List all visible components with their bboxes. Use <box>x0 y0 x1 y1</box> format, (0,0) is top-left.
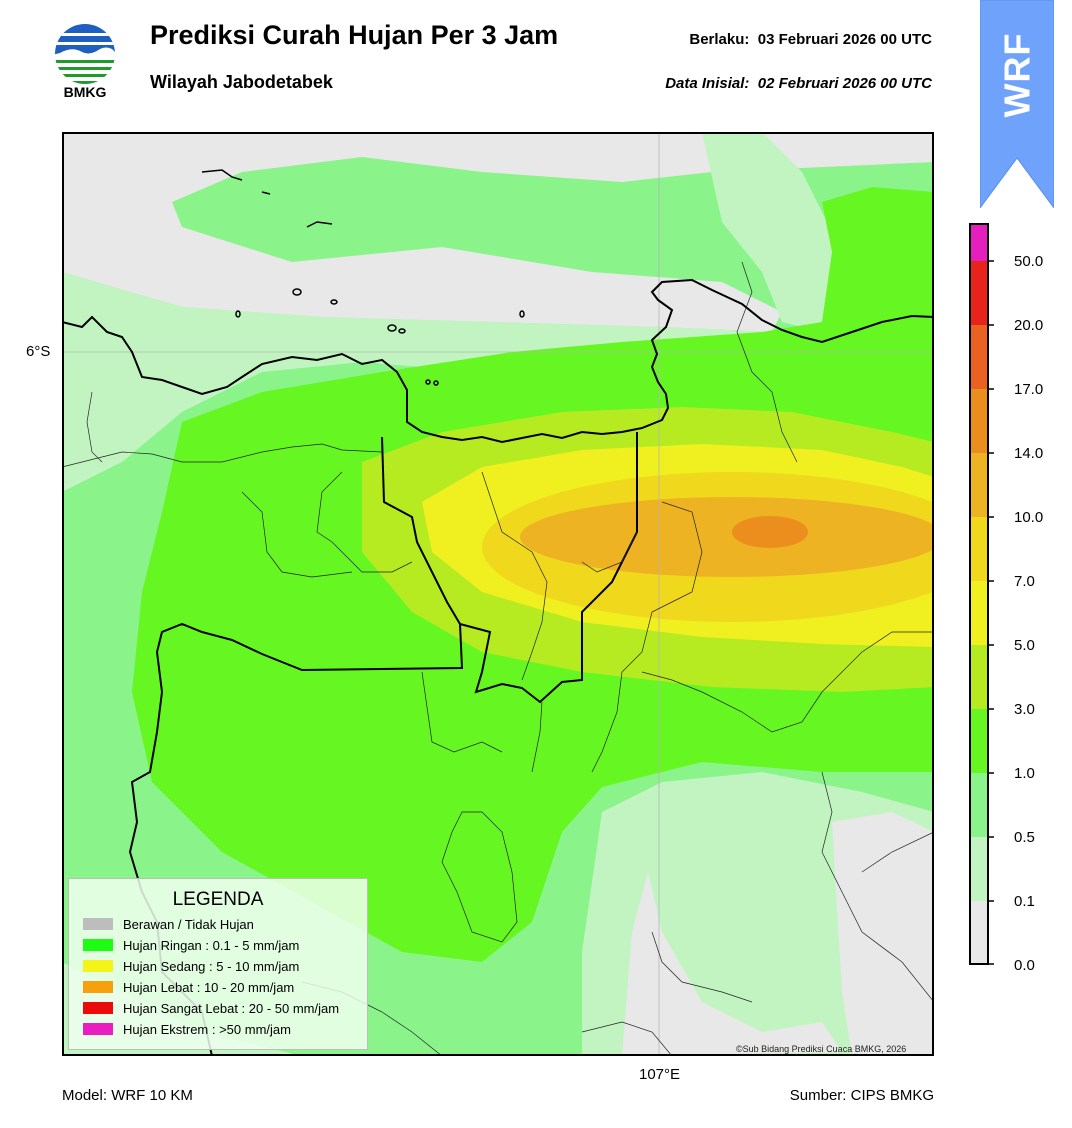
rain-zone-10p0 <box>520 497 934 577</box>
legend-item-label: Hujan Sedang : 5 - 10 mm/jam <box>123 958 300 974</box>
legend-title: LEGENDA <box>172 889 264 910</box>
page-subtitle: Wilayah Jabodetabek <box>150 72 333 92</box>
colorbar-label: 3.0 <box>1014 701 1035 718</box>
bmkg-logo-icon <box>55 24 115 84</box>
legend-item-label: Hujan Ekstrem : >50 mm/jam <box>123 1021 291 1037</box>
regency-boundaries <box>62 261 934 1056</box>
coastline <box>62 278 934 444</box>
colorbar-label: 0.5 <box>1014 829 1035 846</box>
colorbar-segment <box>971 901 987 964</box>
colorbar-label: 5.0 <box>1014 637 1035 654</box>
rainfall-map <box>62 132 934 1056</box>
colorbar-label: 0.0 <box>1014 957 1035 974</box>
legend-item-label: Hujan Sangat Lebat : 20 - 50 mm/jam <box>123 1000 340 1016</box>
model-info: Model: WRF 10 KM <box>62 1087 193 1104</box>
no-rain-zone <box>62 132 934 332</box>
colorbar-segment <box>971 837 987 901</box>
colorbar-label: 10.0 <box>1014 509 1044 526</box>
colorbar-label: 0.1 <box>1014 893 1035 910</box>
copyright-text: ©Sub Bidang Prediksi Cuaca BMKG, 2026 <box>736 1044 907 1054</box>
wrf-badge-label: WRF <box>996 32 1037 118</box>
init-label: Data Inisial: <box>665 75 750 92</box>
islands <box>201 169 525 386</box>
valid-time: Berlaku: 03 Februari 2026 00 UTC <box>689 31 932 48</box>
longitude-label: 107°E <box>639 1066 681 1083</box>
init-time: Data Inisial: 02 Februari 2026 00 UTC <box>665 75 932 92</box>
valid-label: Berlaku: <box>689 31 750 48</box>
legend-item: Hujan Ringan : 0.1 - 5 mm/jam <box>83 936 299 954</box>
logo-text: BMKG <box>63 84 107 100</box>
colorbar-label: 14.0 <box>1014 445 1044 462</box>
colorbar-segment <box>971 709 987 773</box>
valid-value: 03 Februari 2026 00 UTC <box>757 31 932 48</box>
legend-item-label: Hujan Ringan : 0.1 - 5 mm/jam <box>123 937 300 953</box>
colorbar-ticks <box>988 260 994 965</box>
colorbar-segment <box>971 225 987 263</box>
colorbar-segment <box>971 261 987 325</box>
source-info: Sumber: CIPS BMKG <box>789 1087 934 1104</box>
init-value: 02 Februari 2026 00 UTC <box>757 75 932 92</box>
map-frame <box>62 132 934 1056</box>
colorbar-label: 1.0 <box>1014 765 1035 782</box>
legend-swatch <box>83 960 113 972</box>
colorbar-label: 50.0 <box>1014 253 1044 270</box>
legend-item: Hujan Lebat : 10 - 20 mm/jam <box>83 978 294 996</box>
legend-item-label: Berawan / Tidak Hujan <box>123 916 254 932</box>
colorbar <box>969 223 994 965</box>
legend-swatch <box>83 981 113 993</box>
colorbar-segment <box>971 645 987 709</box>
legend-item-label: Hujan Lebat : 10 - 20 mm/jam <box>123 979 295 995</box>
legend-item: Hujan Sedang : 5 - 10 mm/jam <box>83 957 299 975</box>
legend-swatch <box>83 1002 113 1014</box>
colorbar-segment <box>971 773 987 837</box>
legend-box: LEGENDA Berawan / Tidak Hujan Hujan Ring… <box>68 878 368 1050</box>
colorbar-segment <box>971 517 987 581</box>
rain-zone-14p0 <box>732 516 808 548</box>
legend-swatch <box>83 1023 113 1035</box>
page-title: Prediksi Curah Hujan Per 3 Jam <box>150 20 559 50</box>
rain-zone-0p1 <box>62 272 772 492</box>
legend-item: Berawan / Tidak Hujan <box>83 915 254 933</box>
province-boundary <box>381 432 638 704</box>
colorbar-segment <box>971 581 987 645</box>
latitude-label: 6°S <box>26 343 51 360</box>
colorbar-label: 20.0 <box>1014 317 1044 334</box>
colorbar-segment <box>971 453 987 517</box>
colorbar-label: 17.0 <box>1014 381 1044 398</box>
wrf-badge <box>980 0 1054 208</box>
legend-swatch <box>83 939 113 951</box>
legend-swatch <box>83 918 113 930</box>
colorbar-segment <box>971 389 987 453</box>
legend-item: Hujan Sangat Lebat : 20 - 50 mm/jam <box>83 999 339 1017</box>
legend-item: Hujan Ekstrem : >50 mm/jam <box>83 1020 291 1038</box>
colorbar-label: 7.0 <box>1014 573 1035 590</box>
colorbar-segment <box>971 325 987 389</box>
